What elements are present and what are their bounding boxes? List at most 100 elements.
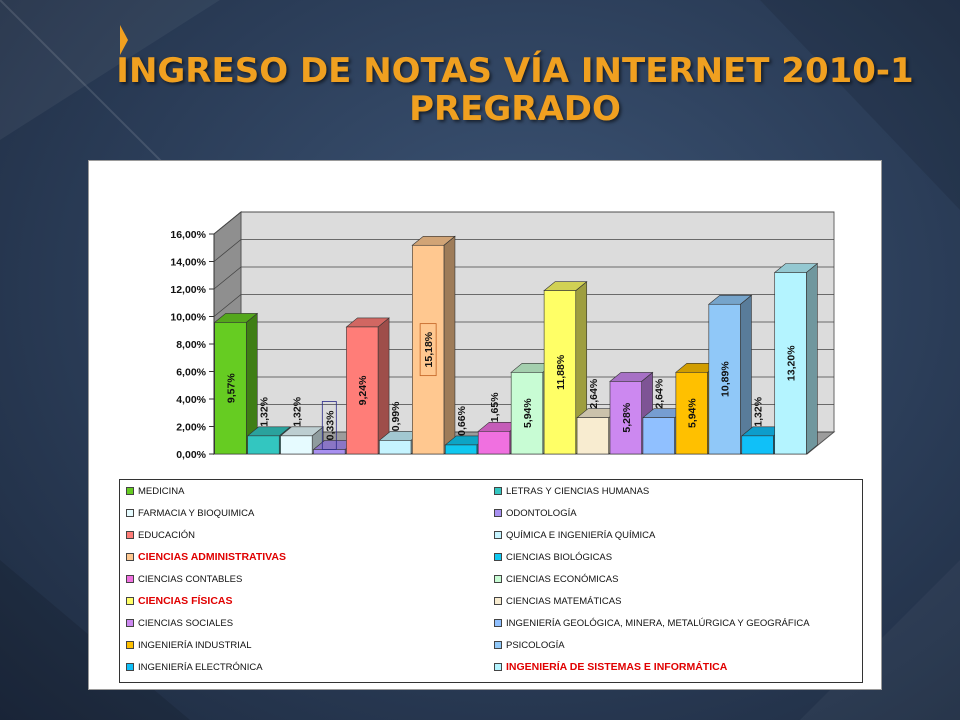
legend-swatch [494, 663, 502, 671]
title-line-2: PREGRADO [409, 89, 621, 129]
legend-swatch [126, 487, 134, 495]
legend-swatch [126, 641, 134, 649]
legend-swatch [126, 619, 134, 627]
legend-label: LETRAS Y CIENCIAS HUMANAS [506, 485, 650, 497]
legend-label: PSICOLOGÍA [506, 639, 565, 651]
data-label: 0,66% [456, 405, 468, 435]
legend-item: LETRAS Y CIENCIAS HUMANAS [494, 484, 649, 498]
bar-15 [675, 372, 708, 455]
data-label: 0,99% [390, 401, 402, 431]
y-tick-label: 12,00% [170, 284, 206, 296]
data-label: 1,32% [753, 396, 765, 426]
bar-8 [444, 444, 478, 455]
legend-swatch [494, 575, 502, 583]
legend-label: CIENCIAS ADMINISTRATIVAS [138, 551, 286, 563]
legend-swatch [126, 531, 134, 539]
legend-item: CIENCIAS BIOLÓGICAS [494, 550, 612, 564]
bar-16 [708, 303, 741, 455]
bar-6 [379, 440, 412, 455]
legend-swatch [494, 641, 502, 649]
legend-label: CIENCIAS SOCIALES [138, 617, 234, 629]
legend-item: PSICOLOGÍA [494, 638, 565, 652]
y-tick-label: 14,00% [170, 257, 206, 269]
bar-10 [510, 372, 544, 455]
bar-3 [280, 435, 313, 455]
legend-swatch [126, 597, 134, 605]
bar-chart: 0,00% 2,00% 4,00% 6,00% 8,00% 10,00% 12,00% 14,… [170, 210, 836, 461]
y-tick-label: 10,00% [170, 312, 206, 324]
bar-17 [741, 435, 774, 455]
legend-item: QUÍMICA E INGENIERÍA QUÍMICA [494, 528, 655, 542]
data-label: 0,33% [324, 410, 336, 440]
legend-swatch [126, 575, 134, 583]
legend-item: CIENCIAS MATEMÁTICAS [494, 594, 621, 608]
legend-item: INGENIERÍA GEOLÓGICA, MINERA, METALÚRGIC… [494, 616, 810, 630]
legend-label: CIENCIAS BIOLÓGICAS [506, 551, 613, 563]
legend-swatch [494, 619, 502, 627]
bar-14 [642, 417, 675, 455]
bar-18 [774, 272, 807, 455]
legend-label: INGENIERÍA INDUSTRIAL [138, 639, 252, 651]
legend-item: CIENCIAS ADMINISTRATIVAS [126, 550, 286, 564]
data-label: 15,18% [423, 331, 435, 367]
data-label-box [419, 323, 437, 377]
data-label: 9,57% [225, 373, 237, 403]
bar-7 [412, 244, 445, 455]
bar-2 [247, 435, 280, 455]
bar-11 [543, 290, 577, 455]
title-line-1: INGRESO DE NOTAS VÍA INTERNET 2010-1 [116, 51, 914, 91]
gridline [213, 239, 834, 262]
chart-legend: MEDICINA LETRAS Y CIENCIAS HUMANAS FARMACI… [119, 479, 863, 683]
legend-swatch [126, 509, 134, 517]
legend-swatch [494, 487, 502, 495]
y-tick-label: 2,00% [176, 422, 206, 434]
legend-item: EDUCACIÓN [126, 528, 195, 542]
y-tick-label: 0,00% [176, 449, 206, 461]
legend-swatch [126, 553, 134, 561]
data-label-box [321, 401, 337, 450]
legend-item: CIENCIAS ECONÓMICAS [494, 572, 618, 586]
legend-label: ODONTOLOGÍA [506, 507, 577, 519]
bar-4 [313, 449, 346, 455]
legend-label: EDUCACIÓN [138, 529, 196, 541]
legend-item: MEDICINA [126, 484, 184, 498]
data-label: 5,28% [621, 402, 633, 432]
page-title: INGRESO DE NOTAS VÍA INTERNET 2010-1 PRE… [90, 52, 940, 128]
bar-12 [576, 417, 609, 455]
chart-container: 0,00% 2,00% 4,00% 6,00% 8,00% 10,00% 12,00% 14,… [88, 160, 882, 690]
data-label: 1,65% [489, 392, 501, 422]
legend-item: FARMACIA Y BIOQUIMICA [126, 506, 254, 520]
legend-swatch [494, 531, 502, 539]
data-label: 2,64% [654, 378, 666, 408]
bar-9 [477, 431, 511, 455]
bar-18-side [806, 262, 818, 455]
bar-13 [609, 381, 642, 455]
legend-label: INGENIERÍA GEOLÓGICA, MINERA, METALÚRGIC… [506, 617, 810, 629]
legend-label: CIENCIAS FÍSICAS [138, 595, 233, 607]
legend-item: CIENCIAS SOCIALES [126, 616, 233, 630]
legend-label: CIENCIAS ECONÓMICAS [506, 573, 619, 585]
data-label: 1,32% [258, 396, 270, 426]
legend-label: INGENIERÍA DE SISTEMAS E INFORMÁTICA [506, 661, 728, 673]
data-label: 2,64% [588, 378, 600, 408]
data-label: 1,32% [291, 396, 303, 426]
bar-5 [346, 326, 379, 455]
bullet-arrow-icon [120, 25, 128, 55]
gridline [213, 211, 834, 235]
legend-label: FARMACIA Y BIOQUIMICA [138, 507, 255, 519]
legend-item: INGENIERÍA INDUSTRIAL [126, 638, 252, 652]
legend-swatch [494, 597, 502, 605]
y-tick-label: 16,00% [170, 229, 206, 241]
bar-7-side [443, 235, 456, 455]
legend-item: ODONTOLOGÍA [494, 506, 577, 520]
data-label: 9,24% [357, 375, 369, 405]
legend-item: INGENIERÍA DE SISTEMAS E INFORMÁTICA [494, 660, 727, 674]
legend-label: QUÍMICA E INGENIERÍA QUÍMICA [506, 529, 656, 541]
legend-swatch [494, 509, 502, 517]
data-label: 11,88% [555, 354, 567, 390]
legend-item: CIENCIAS CONTABLES [126, 572, 242, 586]
data-label: 13,20% [786, 345, 798, 381]
data-label: 5,94% [687, 398, 699, 428]
data-label: 10,89% [720, 361, 732, 397]
y-tick-label: 4,00% [176, 394, 206, 406]
